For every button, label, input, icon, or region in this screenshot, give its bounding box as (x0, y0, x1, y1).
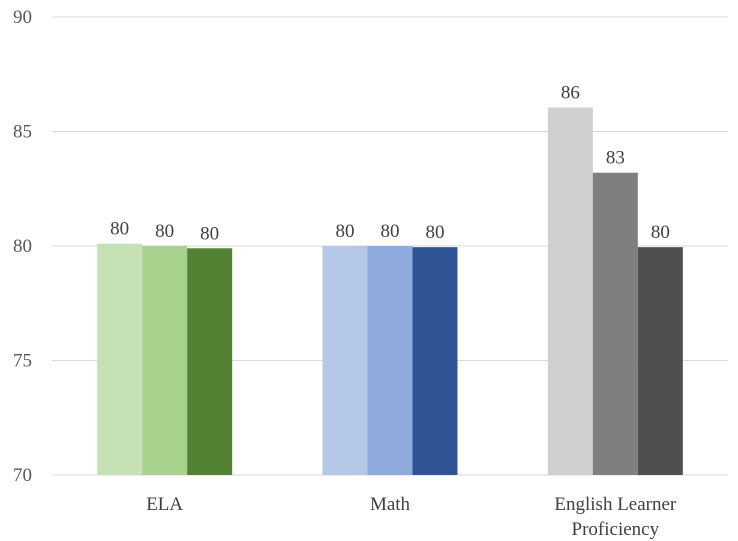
data-label-1-1: 80 (381, 221, 400, 242)
y-tick-label-80: 80 (13, 236, 32, 257)
x-axis-category-labels: ELA Math English Learner Proficiency (146, 494, 677, 540)
bar-1-2 (412, 247, 458, 475)
y-tick-label-90: 90 (13, 7, 32, 28)
bar-2-1 (592, 172, 638, 475)
category-label-2-1: Proficiency (572, 519, 660, 540)
data-label-2-0: 86 (561, 82, 580, 103)
data-label-2-1: 83 (606, 148, 625, 169)
data-label-0-2: 80 (200, 223, 219, 244)
bar-0-1 (142, 246, 188, 475)
data-label-2-2: 80 (651, 222, 670, 243)
y-axis-tick-labels: 70 75 80 85 90 (13, 7, 32, 486)
data-label-1-0: 80 (336, 221, 355, 242)
bar-0-2 (187, 248, 233, 475)
category-label-2-0: English Learner (554, 494, 677, 515)
bar-2-2 (637, 247, 683, 475)
category-label-0-0: ELA (146, 494, 183, 515)
category-label-1-0: Math (370, 494, 411, 515)
y-tick-label-70: 70 (13, 465, 32, 486)
bar-1-0 (322, 246, 368, 475)
data-labels: 80 80 80 80 80 80 86 83 80 (110, 82, 670, 244)
bar-0-0 (97, 243, 143, 475)
bars (97, 107, 683, 475)
bar-2-0 (547, 107, 593, 475)
data-label-1-2: 80 (426, 222, 445, 243)
bar-1-1 (367, 246, 413, 475)
data-label-0-0: 80 (110, 219, 129, 240)
data-label-0-1: 80 (155, 221, 174, 242)
y-tick-label-85: 85 (13, 122, 32, 143)
y-tick-label-75: 75 (13, 351, 32, 372)
